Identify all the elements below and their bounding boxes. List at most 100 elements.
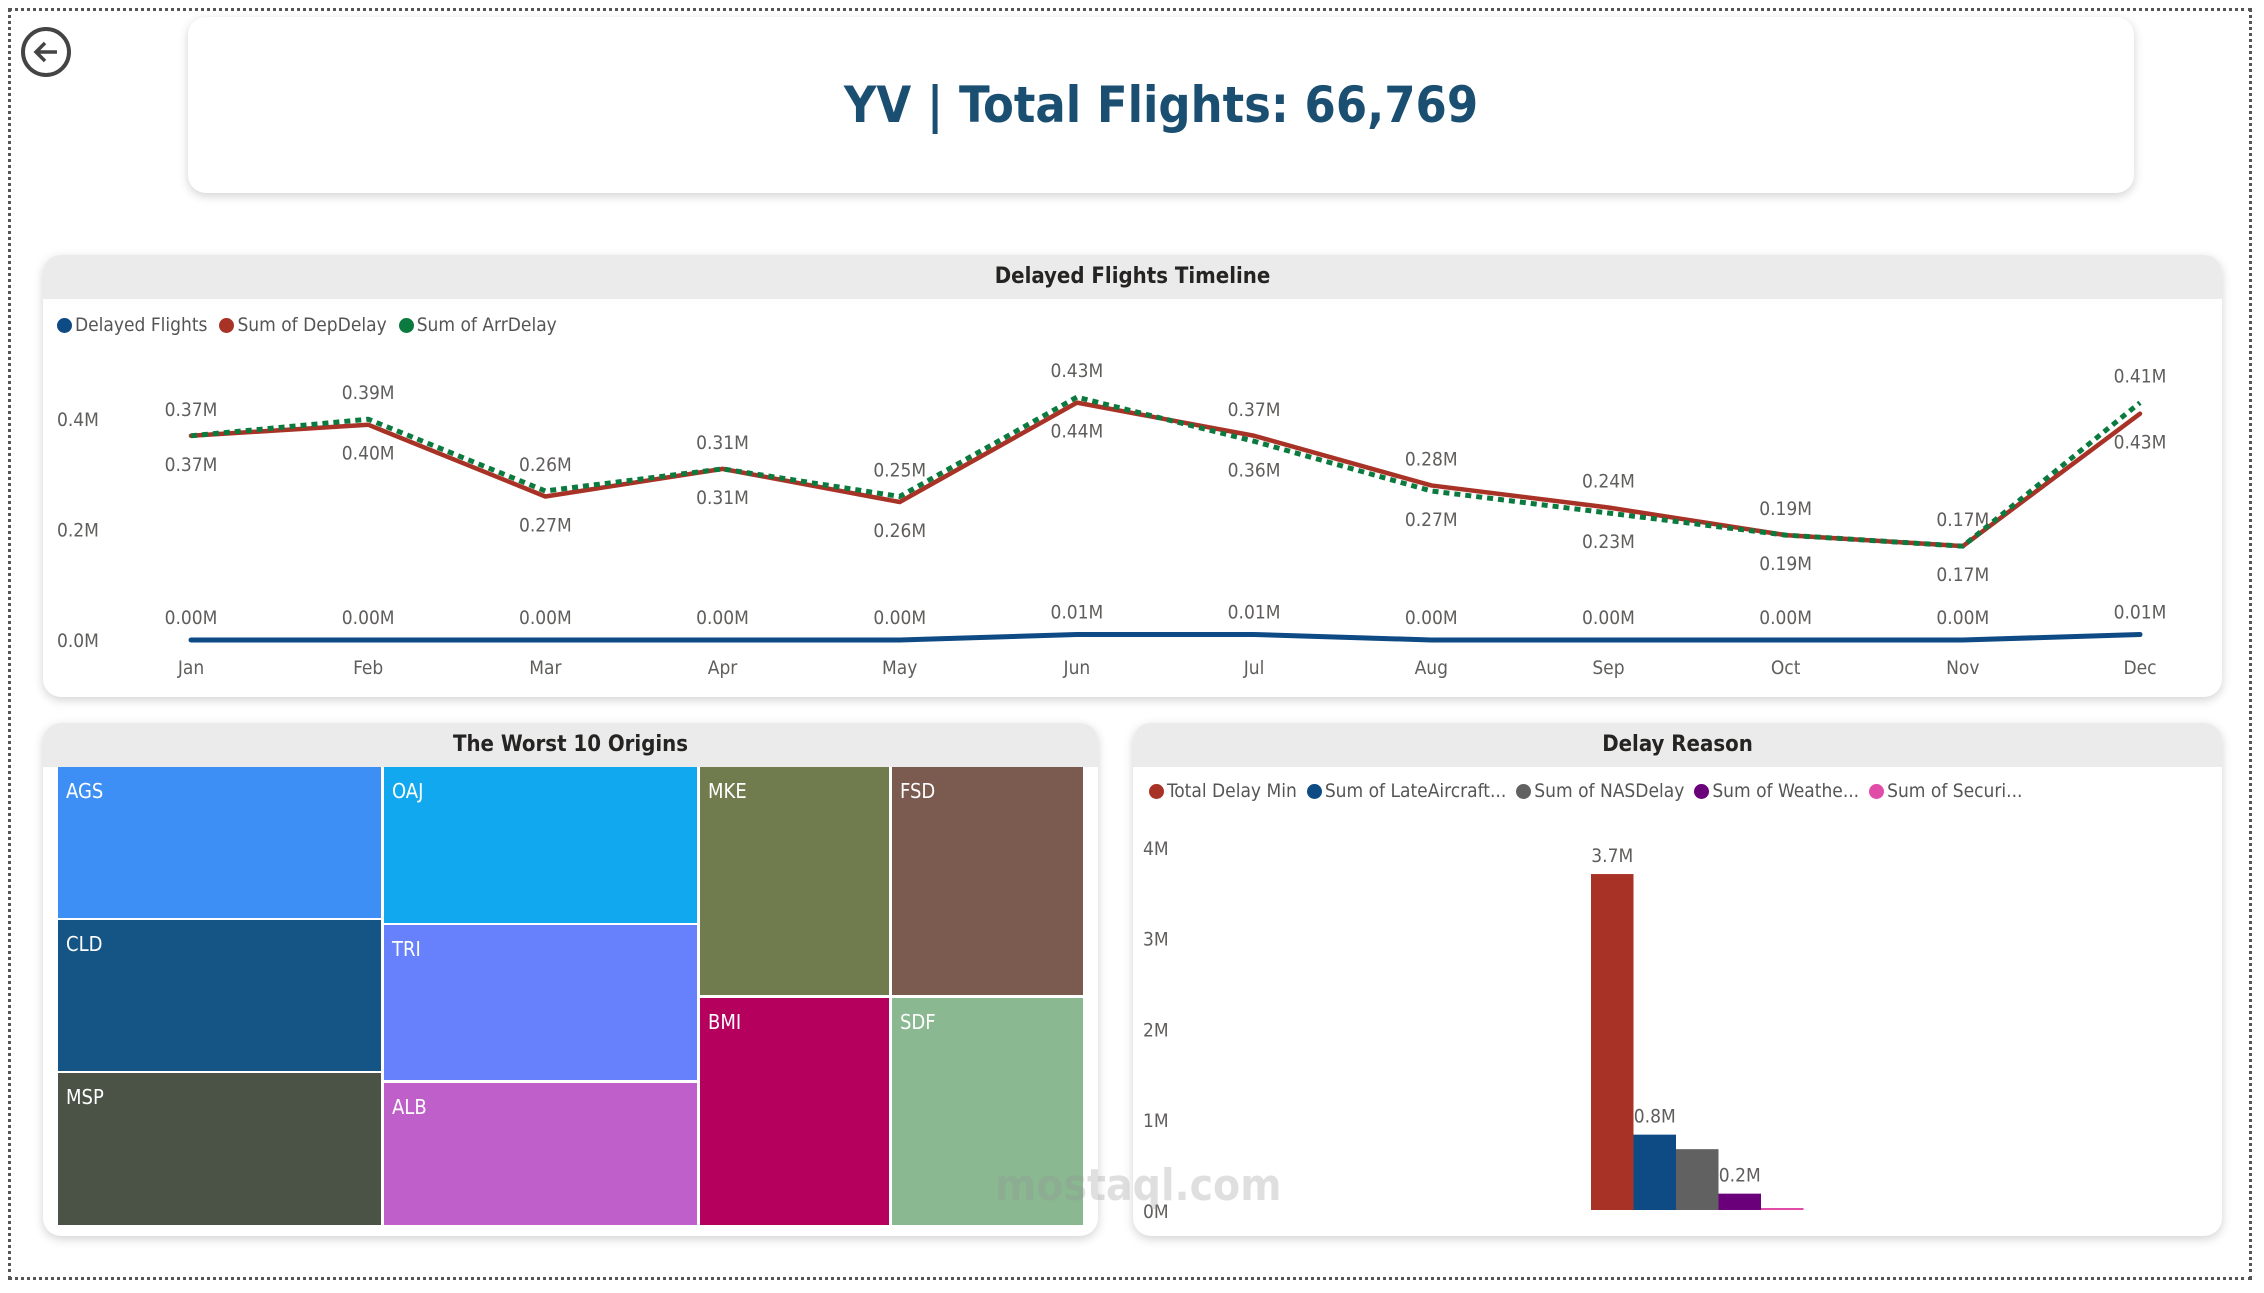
data-label: 0.27M <box>1405 509 1458 531</box>
data-label: 0.24M <box>1582 471 1635 493</box>
delay-reason-title: Delay Reason <box>1133 723 2222 767</box>
treemap-tile-oaj[interactable]: OAJ <box>384 767 697 923</box>
treemap-tile-ags[interactable]: AGS <box>58 767 381 918</box>
treemap-tile-tri[interactable]: TRI <box>384 925 697 1080</box>
series-line-sum-of-arrdelay <box>190 394 2142 549</box>
data-label: 0.37M <box>165 399 218 421</box>
data-label: 0.26M <box>873 520 926 542</box>
timeline-chart: 0.0M 0.2M 0.4M Jan Feb Mar Apr May Jun Jul Aug Sep O… <box>57 360 2167 679</box>
arrow-left-icon <box>33 41 57 63</box>
data-label: 0.44M <box>1051 421 1104 443</box>
watermark: mostaql.com <box>995 1160 1282 1211</box>
data-label: 0.17M <box>1936 564 1989 586</box>
data-label: 0.37M <box>165 454 218 476</box>
x-tick-label: Jun <box>1063 657 1091 679</box>
x-tick-label: Jul <box>1243 657 1265 679</box>
legend-item[interactable]: Sum of DepDelay <box>219 314 387 336</box>
treemap-tile-msp[interactable]: MSP <box>58 1073 381 1225</box>
bar-sum-of-securi- <box>1761 1208 1804 1210</box>
x-tick-label: Mar <box>529 657 562 679</box>
legend-dot-icon <box>1516 783 1532 799</box>
legend-dot-icon <box>219 317 235 333</box>
data-label: 0.00M <box>1759 607 1812 629</box>
legend-label: Sum of LateAircraft... <box>1324 780 1507 802</box>
treemap-tile-bmi[interactable]: BMI <box>700 998 889 1225</box>
report-frame <box>8 8 2252 1280</box>
delay-reason-legend: Total Delay Min Sum of LateAircraft... Sum… <box>1149 780 2022 802</box>
treemap-tile-sdf[interactable]: SDF <box>892 998 1083 1225</box>
x-tick-label: May <box>882 657 917 679</box>
treemap-tile-cld[interactable]: CLD <box>58 920 381 1071</box>
x-tick-label: Apr <box>708 657 739 679</box>
timeline-legend: Delayed Flights Sum of DepDelay Sum of Arr… <box>57 314 557 336</box>
x-tick-label: Dec <box>2123 657 2156 679</box>
origins-card: The Worst 10 Origins AGS CLD MSP OAJ TRI ALB M… <box>43 723 1098 1236</box>
legend-item[interactable]: Sum of LateAircraft... <box>1306 780 1507 802</box>
delay-reason-chart: 0M 1M 2M 3M 4M 3.7M 0.8M 0.2M <box>1143 838 1804 1223</box>
data-label: 0.01M <box>2114 601 2167 623</box>
x-tick-label: Jan <box>177 657 204 679</box>
data-label: 3.7M <box>1591 845 1633 867</box>
legend-item[interactable]: Sum of NASDelay <box>1516 780 1684 802</box>
data-label: 0.00M <box>165 607 218 629</box>
data-label: 0.37M <box>1228 399 1281 421</box>
data-label: 0.17M <box>1936 509 1989 531</box>
legend-dot-icon <box>57 317 72 333</box>
data-label: 0.2M <box>1719 1165 1761 1187</box>
data-label: 0.43M <box>1051 360 1104 382</box>
data-label: 0.00M <box>1582 607 1635 629</box>
legend-label: Sum of ArrDelay <box>416 314 557 336</box>
legend-dot-icon <box>1869 783 1885 799</box>
bar-sum-of-weathe- <box>1718 1193 1761 1210</box>
back-button[interactable] <box>21 27 71 77</box>
data-label: 0.01M <box>1051 601 1104 623</box>
legend-item[interactable]: Sum of ArrDelay <box>398 314 557 336</box>
data-label: 0.25M <box>873 459 926 481</box>
x-tick-label: Sep <box>1592 657 1624 679</box>
data-label: 0.8M <box>1634 1106 1676 1128</box>
data-label: 0.26M <box>519 454 572 476</box>
x-tick-label: Oct <box>1771 657 1801 679</box>
legend-item[interactable]: Sum of Securi... <box>1869 780 2022 802</box>
tile-label: ALB <box>392 1095 427 1119</box>
data-label: 0.31M <box>696 432 749 454</box>
page-title: YV | Total Flights: 66,769 <box>843 76 1479 134</box>
data-label: 0.00M <box>519 607 572 629</box>
tile-label: AGS <box>66 779 104 803</box>
x-tick-label: Feb <box>353 657 383 679</box>
data-label: 0.41M <box>2114 366 2167 388</box>
legend-item[interactable]: Total Delay Min <box>1149 780 1297 802</box>
legend-dot-icon <box>398 317 414 333</box>
data-label: 0.31M <box>696 487 749 509</box>
legend-dot-icon <box>1149 783 1164 799</box>
y-tick-label: 0.4M <box>57 409 99 431</box>
legend-label: Total Delay Min <box>1167 780 1297 802</box>
legend-item[interactable]: Delayed Flights <box>57 314 207 336</box>
data-label: 0.23M <box>1582 531 1635 553</box>
y-tick-label: 0.2M <box>57 520 99 542</box>
origins-title: The Worst 10 Origins <box>43 723 1098 767</box>
bar-sum-of-lateaircraft- <box>1633 1134 1676 1210</box>
tile-label: MKE <box>708 779 747 803</box>
treemap-tile-mke[interactable]: MKE <box>700 767 889 995</box>
treemap-tile-alb[interactable]: ALB <box>384 1083 697 1225</box>
legend-label: Delayed Flights <box>75 314 208 336</box>
timeline-title: Delayed Flights Timeline <box>43 255 2222 299</box>
data-label: 0.00M <box>873 607 926 629</box>
y-tick-label: 1M <box>1143 1110 1169 1132</box>
legend-dot-icon <box>1694 783 1710 799</box>
x-tick-label: Aug <box>1415 657 1448 679</box>
legend-label: Sum of Weathe... <box>1712 780 1860 802</box>
delay-reason-card: Delay Reason Total Delay Min Sum of LateA… <box>1133 723 2222 1236</box>
series-line-delayed-flights <box>188 631 2143 643</box>
data-label: 0.43M <box>2114 432 2167 454</box>
data-label: 0.19M <box>1759 553 1812 575</box>
legend-dot-icon <box>1306 783 1322 799</box>
data-label: 0.00M <box>1405 607 1458 629</box>
tile-label: MSP <box>66 1085 104 1109</box>
data-label: 0.40M <box>342 443 395 465</box>
treemap-tile-fsd[interactable]: FSD <box>892 767 1083 995</box>
legend-item[interactable]: Sum of Weathe... <box>1694 780 1859 802</box>
header-card: YV | Total Flights: 66,769 <box>188 17 2134 193</box>
tile-label: OAJ <box>392 779 424 803</box>
